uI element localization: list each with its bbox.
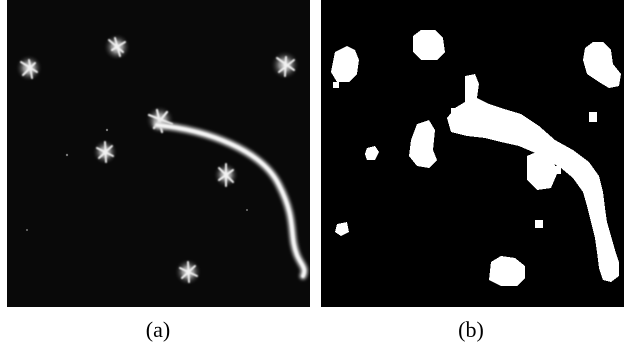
segmentation-mask-panel xyxy=(321,0,624,307)
mask-blobs xyxy=(331,30,621,286)
caption-a: (a) xyxy=(145,317,171,342)
segmentation-mask xyxy=(321,0,624,307)
microscopy-image-panel xyxy=(7,0,310,307)
caption-b: (b) xyxy=(458,317,484,342)
microscopy-image xyxy=(7,0,310,307)
